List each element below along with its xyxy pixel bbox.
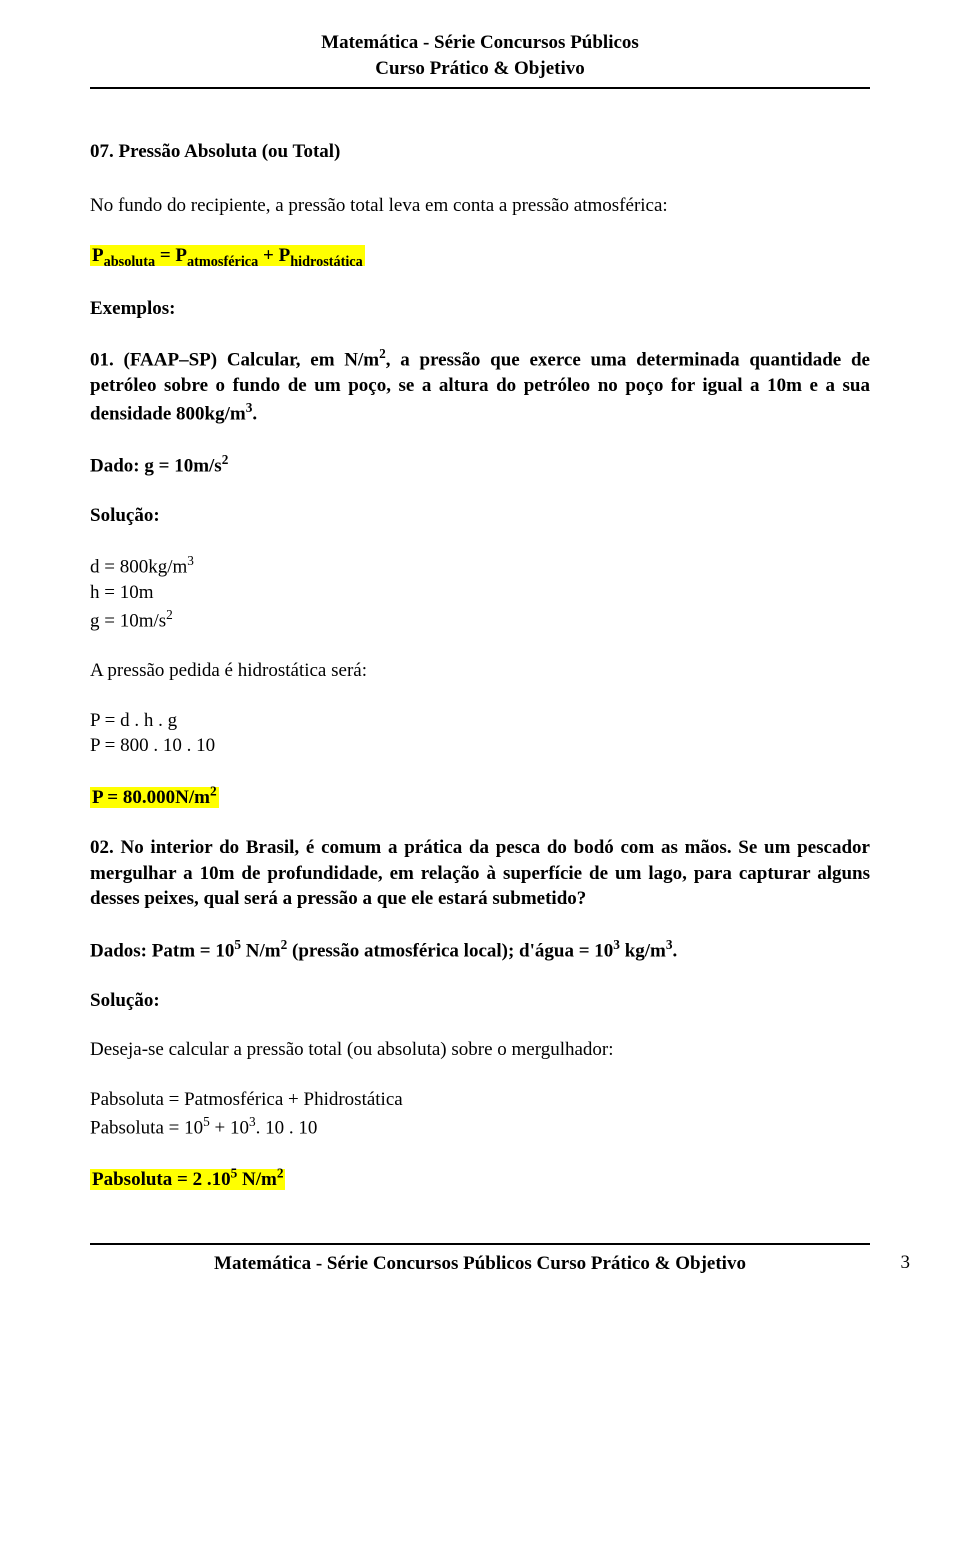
result01-pre: P = 80.000N/m xyxy=(92,787,210,808)
footer-line-2: Curso Prático & Objetivo xyxy=(536,1253,745,1274)
ex01-dado-pre: Dado: g = 10m/s xyxy=(90,455,222,476)
section-heading: 07. Pressão Absoluta (ou Total) xyxy=(90,139,870,165)
result01-sup: 2 xyxy=(210,784,217,799)
main-formula: Pabsoluta = Patmosférica + Phidrostática xyxy=(90,243,870,272)
calc02-l2-sup5: 5 xyxy=(203,1114,210,1129)
formula-plus: + P xyxy=(258,245,290,266)
result02-mid: N/m xyxy=(237,1169,277,1190)
header-rule xyxy=(90,87,870,89)
formula-hid-sub: hidrostática xyxy=(290,253,363,269)
ex02-dados-mid2: (pressão atmosférica local); d'água = 10 xyxy=(287,940,613,961)
ex02-dados-sup3b: 3 xyxy=(666,937,673,952)
ex01-dado-sup: 2 xyxy=(222,452,229,467)
press-line: A pressão pedida é hidrostática será: xyxy=(90,658,870,684)
calc02-work: Pabsoluta = Patmosférica + Phidrostática… xyxy=(90,1087,870,1141)
page-footer: Matemática - Série Concursos Públicos Cu… xyxy=(90,1251,870,1277)
calc01-g-sup: 2 xyxy=(166,607,173,622)
formula-abs-sub: absoluta xyxy=(104,253,155,269)
calc01-work: P = d . h . g P = 800 . 10 . 10 xyxy=(90,708,870,759)
footer-line-1: Matemática - Série Concursos Públicos xyxy=(214,1253,532,1274)
page-header: Matemática - Série Concursos Públicos Cu… xyxy=(90,30,870,81)
calc02-l2-pre: Pabsoluta = 10 xyxy=(90,1117,203,1138)
ex01-sup-a: 2 xyxy=(379,346,386,361)
ex02-dados-pre: Dados: Patm = 10 xyxy=(90,940,234,961)
examples-label: Exemplos: xyxy=(90,296,870,322)
exercise-01: 01. (FAAP–SP) Calcular, em N/m2, a press… xyxy=(90,345,870,427)
ex01-part3: . xyxy=(252,403,257,424)
exercise-02: 02. No interior do Brasil, é comum a prá… xyxy=(90,835,870,912)
result02-sup2: 2 xyxy=(277,1166,284,1181)
desc-02: Deseja-se calcular a pressão total (ou a… xyxy=(90,1037,870,1063)
ex01-dado: Dado: g = 10m/s2 xyxy=(90,451,870,479)
result-01: P = 80.000N/m2 xyxy=(90,783,870,811)
result02-pre: Pabsoluta = 2 .10 xyxy=(92,1169,231,1190)
ex02-dados-sup3: 3 xyxy=(613,937,620,952)
calc02-l2-sup3: 3 xyxy=(249,1114,256,1129)
calc01-h: h = 10m xyxy=(90,580,870,606)
header-line-2: Curso Prático & Objetivo xyxy=(90,56,870,82)
ex02-dados: Dados: Patm = 105 N/m2 (pressão atmosfér… xyxy=(90,936,870,964)
header-line-1: Matemática - Série Concursos Públicos xyxy=(90,30,870,56)
calc02-l2-mid: + 10 xyxy=(210,1117,249,1138)
formula-atm-sub: atmosférica xyxy=(187,253,258,269)
formula-p: P xyxy=(92,245,104,266)
ex02-dados-end: . xyxy=(673,940,678,961)
ex01-part1: 01. (FAAP–SP) Calcular, em N/m xyxy=(90,350,379,371)
footer-rule xyxy=(90,1243,870,1245)
calc02-l2-end: . 10 . 10 xyxy=(256,1117,318,1138)
result-02: Pabsoluta = 2 .105 N/m2 xyxy=(90,1165,870,1193)
calc01-d-pre: d = 800kg/m xyxy=(90,557,187,578)
calc01-g-pre: g = 10m/s xyxy=(90,610,166,631)
solucao-label-1: Solução: xyxy=(90,503,870,529)
calc01b-l1: P = d . h . g xyxy=(90,708,870,734)
page-number: 3 xyxy=(901,1251,911,1277)
solucao-label-2: Solução: xyxy=(90,988,870,1014)
ex02-dados-mid3: kg/m xyxy=(620,940,666,961)
calc02-l1: Pabsoluta = Patmosférica + Phidrostática xyxy=(90,1087,870,1113)
intro-paragraph: No fundo do recipiente, a pressão total … xyxy=(90,193,870,219)
calc01b-l2: P = 800 . 10 . 10 xyxy=(90,733,870,759)
ex02-dados-mid: N/m xyxy=(241,940,281,961)
calc01-d-sup: 3 xyxy=(187,553,194,568)
formula-eq: = P xyxy=(155,245,187,266)
calc01-givens: d = 800kg/m3 h = 10m g = 10m/s2 xyxy=(90,552,870,634)
